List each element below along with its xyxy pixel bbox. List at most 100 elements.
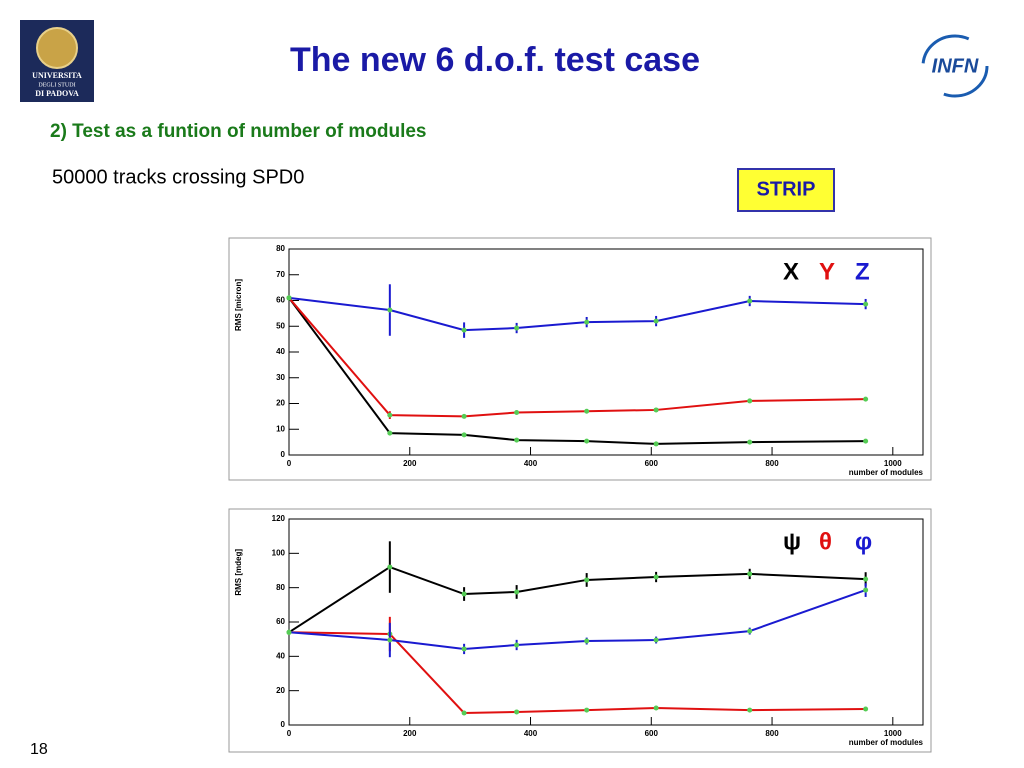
marker xyxy=(461,591,467,597)
infn-ring xyxy=(921,34,989,98)
marker xyxy=(584,707,590,713)
x-axis-label: number of modules xyxy=(849,738,924,747)
marker xyxy=(514,709,520,715)
marker xyxy=(461,413,467,419)
marker xyxy=(653,574,659,580)
y-tick-label: 20 xyxy=(276,399,285,408)
marker xyxy=(387,412,393,418)
marker xyxy=(514,325,520,331)
legend-entry: X xyxy=(783,258,799,285)
marker xyxy=(584,408,590,414)
logo-text: DI PADOVA xyxy=(35,89,79,98)
marker xyxy=(461,327,467,333)
marker xyxy=(863,301,869,307)
legend-entry: ψ xyxy=(783,528,801,555)
y-tick-label: 0 xyxy=(281,720,286,729)
marker xyxy=(514,437,520,443)
y-tick-label: 100 xyxy=(272,548,286,557)
x-tick-label: 1000 xyxy=(884,459,902,468)
y-tick-label: 40 xyxy=(276,347,285,356)
marker xyxy=(747,298,753,304)
y-tick-label: 0 xyxy=(281,450,286,459)
legend-entry: Y xyxy=(819,258,835,285)
x-tick-label: 800 xyxy=(765,729,779,738)
marker xyxy=(584,577,590,583)
marker xyxy=(747,398,753,404)
series-line xyxy=(288,296,866,332)
x-tick-label: 200 xyxy=(403,459,417,468)
series-line xyxy=(288,565,866,634)
marker xyxy=(387,430,393,436)
y-tick-label: 30 xyxy=(276,373,285,382)
y-tick-label: 60 xyxy=(276,617,285,626)
marker xyxy=(653,318,659,324)
legend-entry: φ xyxy=(855,528,872,555)
y-tick-label: 40 xyxy=(276,651,285,660)
x-tick-label: 400 xyxy=(524,729,538,738)
marker xyxy=(747,628,753,634)
x-tick-label: 0 xyxy=(287,729,292,738)
slide-title: The new 6 d.o.f. test case xyxy=(290,41,700,79)
marker xyxy=(387,637,393,643)
x-tick-label: 400 xyxy=(524,459,538,468)
marker xyxy=(863,438,869,444)
series-line xyxy=(288,297,866,445)
badge: STRIP xyxy=(757,178,816,200)
note: 50000 tracks crossing SPD0 xyxy=(52,166,304,188)
y-axis-label: RMS [micron] xyxy=(234,279,243,331)
chart-frame xyxy=(228,237,932,481)
marker xyxy=(461,710,467,716)
marker xyxy=(863,576,869,582)
marker xyxy=(863,396,869,402)
subtitle: 2) Test as a funtion of number of module… xyxy=(50,121,427,142)
marker xyxy=(461,646,467,652)
y-tick-label: 20 xyxy=(276,686,285,695)
marker xyxy=(863,587,869,593)
y-tick-label: 70 xyxy=(276,270,285,279)
x-tick-label: 800 xyxy=(765,459,779,468)
logo-text: DEGLI STUDI xyxy=(38,82,75,88)
marker xyxy=(584,319,590,325)
series-line xyxy=(288,297,866,418)
logo-seal xyxy=(36,27,78,69)
y-tick-label: 60 xyxy=(276,296,285,305)
x-tick-label: 0 xyxy=(287,459,292,468)
y-tick-label: 80 xyxy=(276,244,285,253)
marker xyxy=(653,705,659,711)
marker xyxy=(747,571,753,577)
x-tick-label: 600 xyxy=(645,729,659,738)
marker xyxy=(584,438,590,444)
marker xyxy=(863,706,869,712)
y-tick-label: 80 xyxy=(276,583,285,592)
legend-entry: θ xyxy=(819,528,832,555)
marker xyxy=(286,295,292,301)
chart-frame xyxy=(228,508,932,753)
logo-text: UNIVERSITA xyxy=(32,71,82,80)
y-tick-label: 120 xyxy=(272,514,286,523)
y-axis-label: RMS [mdeg] xyxy=(234,549,243,596)
series-line xyxy=(288,631,866,714)
marker xyxy=(514,589,520,595)
y-tick-label: 10 xyxy=(276,424,285,433)
marker xyxy=(653,407,659,413)
marker xyxy=(461,432,467,438)
marker xyxy=(653,441,659,447)
series-line xyxy=(288,589,866,650)
marker xyxy=(514,410,520,416)
marker xyxy=(387,307,393,313)
x-tick-label: 200 xyxy=(403,729,417,738)
page-number: 18 xyxy=(30,741,48,758)
marker xyxy=(747,439,753,445)
x-axis-label: number of modules xyxy=(849,468,924,477)
marker xyxy=(286,629,292,635)
marker xyxy=(747,707,753,713)
x-tick-label: 1000 xyxy=(884,729,902,738)
marker xyxy=(584,638,590,644)
x-tick-label: 600 xyxy=(645,459,659,468)
marker xyxy=(387,564,393,570)
marker xyxy=(514,642,520,648)
marker xyxy=(653,637,659,643)
badge-box xyxy=(737,168,835,212)
